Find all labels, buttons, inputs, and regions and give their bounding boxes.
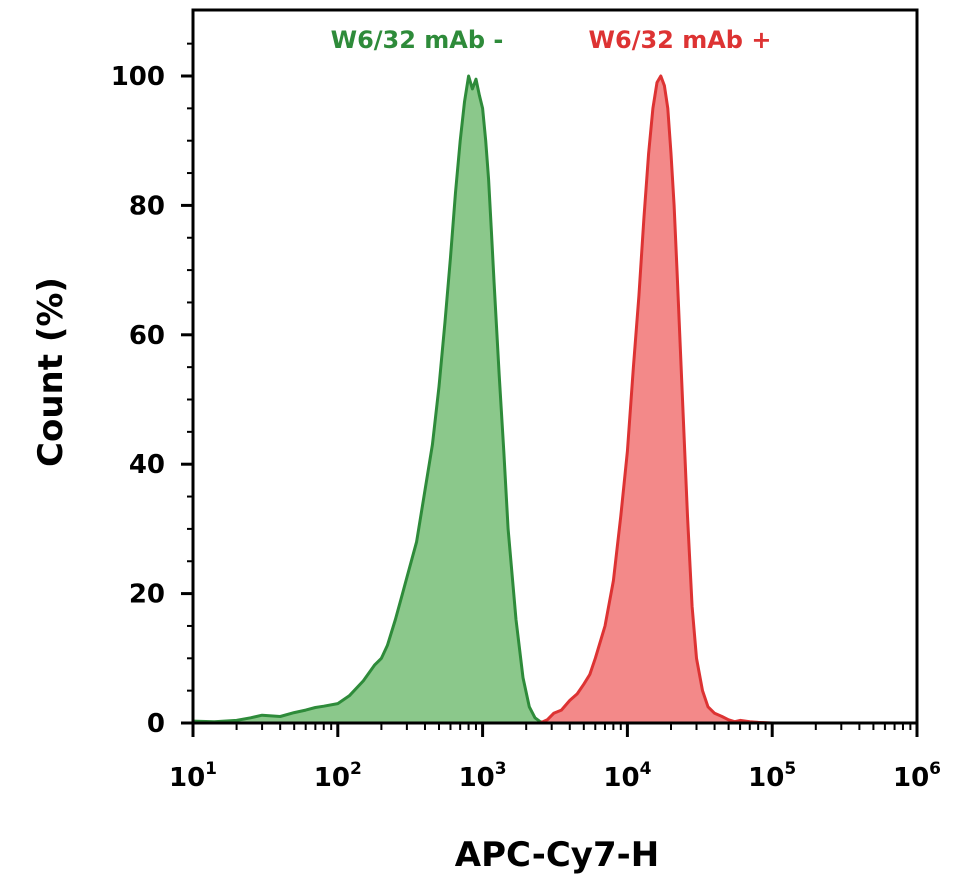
x-tick-exponent: 4: [640, 759, 652, 779]
x-tick-label-5: 105: [748, 759, 796, 793]
y-tick-label-60: 60: [129, 321, 165, 351]
x-tick-label-4: 104: [603, 759, 651, 793]
x-tick-base: 10: [893, 763, 929, 793]
y-tick-label-80: 80: [129, 191, 165, 221]
x-tick-exponent: 6: [929, 759, 941, 779]
x-tick-base: 10: [459, 763, 495, 793]
x-tick-exponent: 3: [495, 759, 507, 779]
x-tick-label-1: 101: [169, 759, 217, 793]
x-tick-base: 10: [748, 763, 784, 793]
y-tick-label-100: 100: [111, 62, 165, 92]
x-tick-label-3: 103: [459, 759, 507, 793]
y-tick-label-0: 0: [147, 709, 165, 739]
series-1-line: [539, 74, 773, 725]
x-tick-exponent: 2: [350, 759, 362, 779]
series-1-area: [540, 76, 773, 723]
plot-frame: [191, 8, 919, 725]
y-tick-label-40: 40: [129, 450, 165, 480]
series-0-line: [192, 74, 548, 725]
y-axis-title: Count (%): [31, 277, 71, 467]
x-tick-exponent: 1: [205, 759, 217, 779]
x-tick-base: 10: [603, 763, 639, 793]
legend-label-1: W6/32 mAb +: [589, 26, 772, 54]
x-tick-base: 10: [314, 763, 350, 793]
x-axis-title: APC-Cy7-H: [455, 835, 659, 875]
x-tick-base: 10: [169, 763, 205, 793]
series-0-area: [193, 76, 548, 723]
x-tick-label-2: 102: [314, 759, 362, 793]
x-tick-label-6: 106: [893, 759, 941, 793]
x-tick-exponent: 5: [784, 759, 796, 779]
y-tick-label-20: 20: [129, 580, 165, 610]
axis-layer: [181, 8, 919, 737]
series-layer: [192, 74, 773, 725]
legend-label-0: W6/32 mAb -: [331, 26, 504, 54]
